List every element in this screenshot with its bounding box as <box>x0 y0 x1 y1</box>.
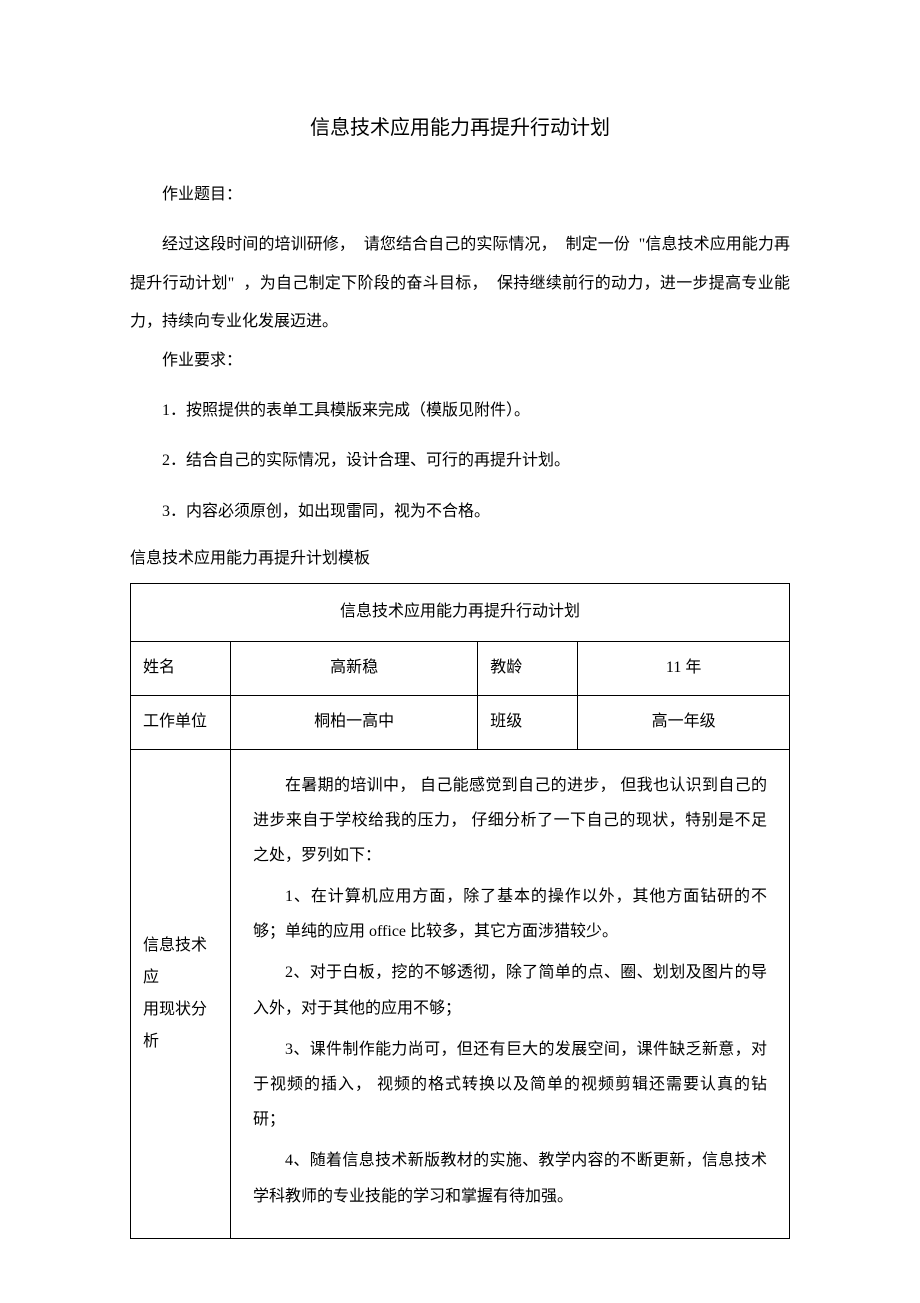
experience-label: 教龄 <box>478 641 578 695</box>
analysis-p3: 2、对于白板，挖的不够透彻，除了简单的点、圈、划划及图片的导入外，对于其他的应用… <box>253 955 767 1025</box>
action-plan-table: 信息技术应用能力再提升行动计划 姓名 高新稳 教龄 11 年 工作单位 桐柏一高… <box>130 583 790 1239</box>
table-row-analysis: 信息技术应 用现状分析 在暑期的培训中， 自己能感觉到自己的进步， 但我也认识到… <box>131 749 790 1238</box>
analysis-p4: 3、课件制作能力尚可，但还有巨大的发展空间，课件缺乏新意，对于视频的插入， 视频… <box>253 1032 767 1138</box>
class-value: 高一年级 <box>578 695 790 749</box>
document-title: 信息技术应用能力再提升行动计划 <box>130 110 790 146</box>
section-label-assignment: 作业题目： <box>130 176 790 214</box>
analysis-p2: 1、在计算机应用方面，除了基本的操作以外，其他方面钻研的不够；单纯的应用 off… <box>253 879 767 949</box>
template-label: 信息技术应用能力再提升计划模板 <box>130 543 790 575</box>
requirement-1: 1．按照提供的表单工具模版来完成（模版见附件）。 <box>130 392 790 430</box>
workplace-label: 工作单位 <box>131 695 231 749</box>
workplace-value: 桐柏一高中 <box>231 695 478 749</box>
requirement-3: 3．内容必须原创，如出现雷同，视为不合格。 <box>130 493 790 531</box>
intro-paragraph: 经过这段时间的培训研修， 请您结合自己的实际情况， 制定一份 "信息技术应用能力… <box>130 226 790 341</box>
requirement-2: 2．结合自己的实际情况，设计合理、可行的再提升计划。 <box>130 442 790 480</box>
table-title-row: 信息技术应用能力再提升行动计划 <box>131 584 790 642</box>
analysis-p1: 在暑期的培训中， 自己能感觉到自己的进步， 但我也认识到自己的进步来自于学校给我… <box>253 768 767 874</box>
table-row-name: 姓名 高新稳 教龄 11 年 <box>131 641 790 695</box>
analysis-label-line1: 信息技术应 <box>143 937 207 986</box>
class-label: 班级 <box>478 695 578 749</box>
name-label: 姓名 <box>131 641 231 695</box>
table-row-workplace: 工作单位 桐柏一高中 班级 高一年级 <box>131 695 790 749</box>
analysis-p5: 4、随着信息技术新版教材的实施、教学内容的不断更新，信息技术学科教师的专业技能的… <box>253 1143 767 1213</box>
table-title-cell: 信息技术应用能力再提升行动计划 <box>131 584 790 642</box>
experience-value: 11 年 <box>578 641 790 695</box>
analysis-label-line2: 用现状分析 <box>143 1001 207 1050</box>
analysis-content-cell: 在暑期的培训中， 自己能感觉到自己的进步， 但我也认识到自己的进步来自于学校给我… <box>231 749 790 1238</box>
analysis-label-cell: 信息技术应 用现状分析 <box>131 749 231 1238</box>
name-value: 高新稳 <box>231 641 478 695</box>
section-label-requirements: 作业要求： <box>130 342 790 380</box>
